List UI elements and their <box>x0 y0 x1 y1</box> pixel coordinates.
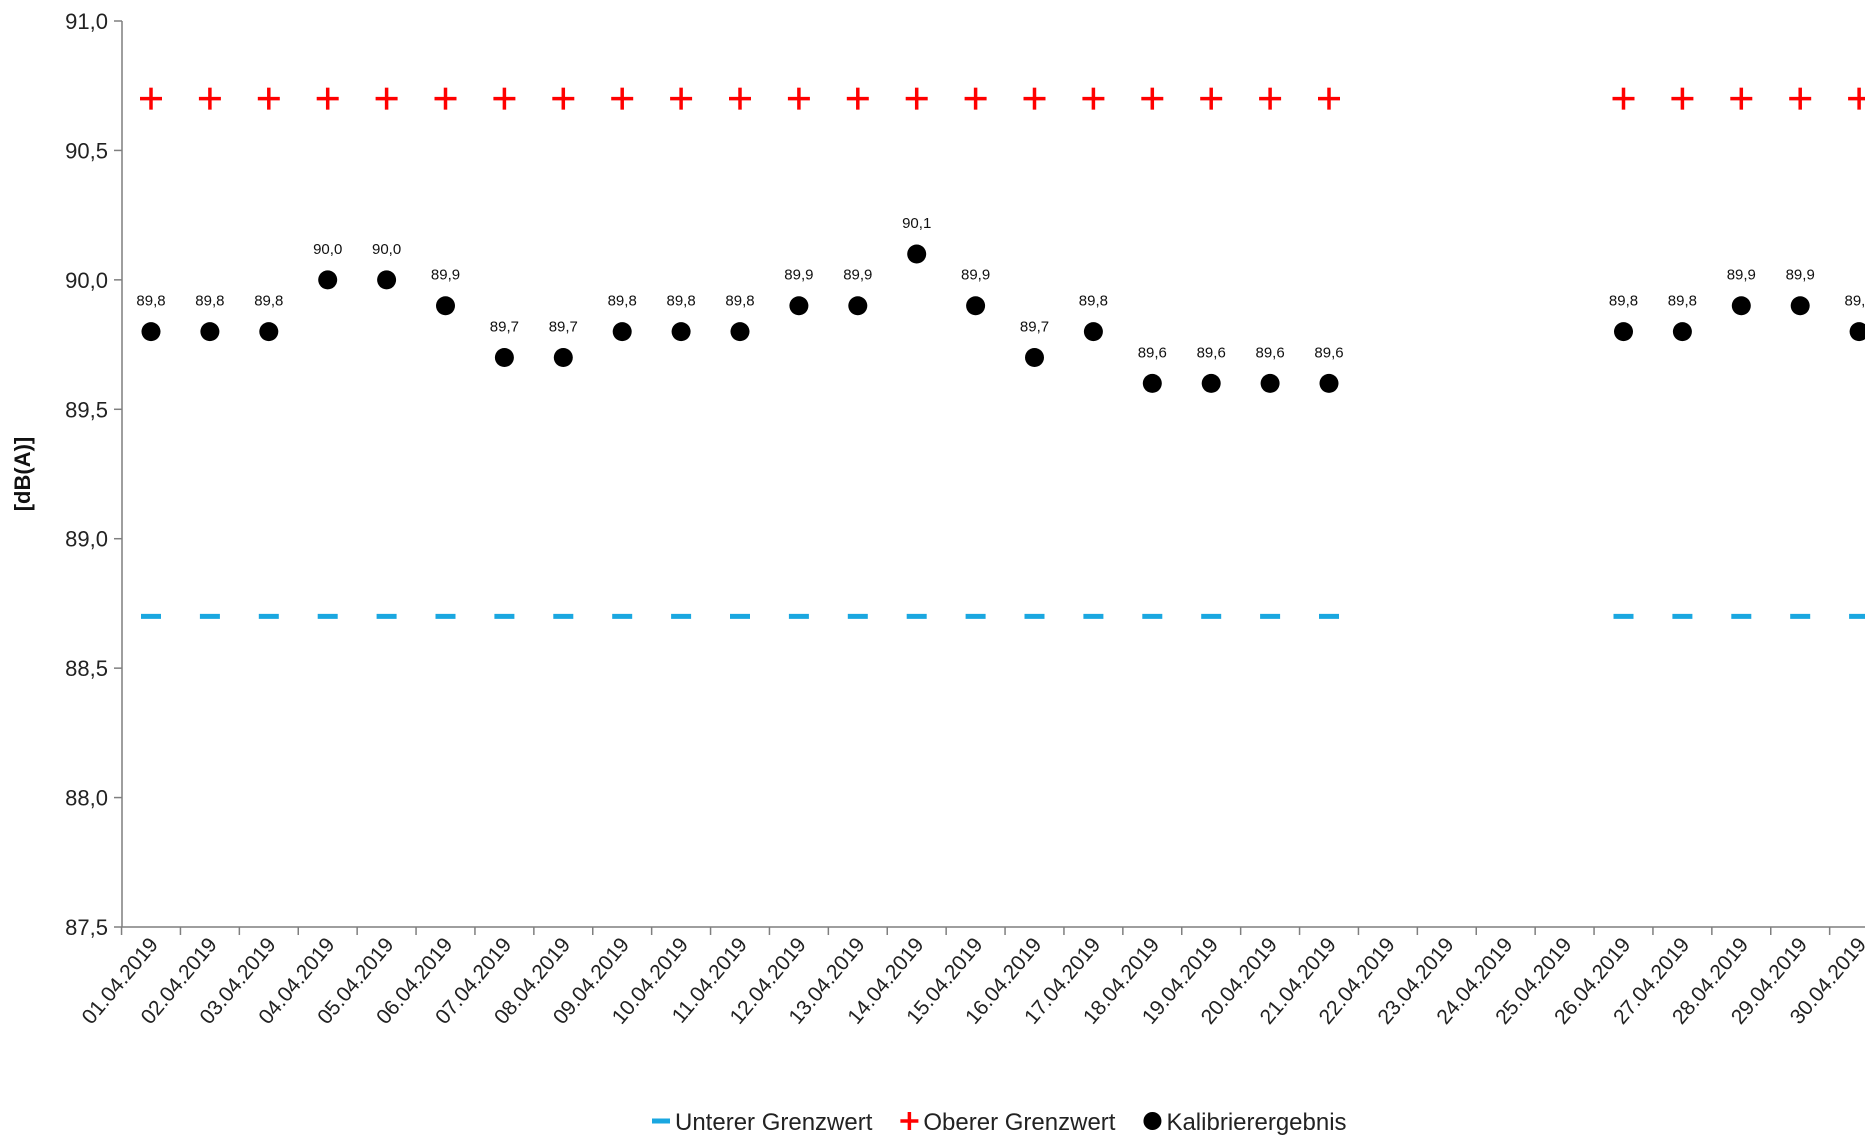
result-point <box>848 296 868 316</box>
result-point <box>1731 296 1751 316</box>
result-point <box>200 322 220 342</box>
upper-limit-marker <box>1318 87 1340 110</box>
result-data-label: 89,8 <box>725 293 754 310</box>
result-data-label: 89,9 <box>1786 267 1815 284</box>
result-data-label: 89,7 <box>1020 319 1049 336</box>
upper-limit-marker <box>611 87 634 110</box>
result-point <box>377 270 397 290</box>
result-point <box>612 322 632 342</box>
result-point <box>436 296 455 316</box>
upper-limit-marker <box>1082 87 1105 110</box>
result-point <box>1025 348 1044 368</box>
upper-limit-marker <box>1848 87 1865 110</box>
upper-limit-marker <box>198 87 221 110</box>
x-ticks: 01.04.201902.04.201903.04.201904.04.2019… <box>78 927 1865 1029</box>
result-point <box>1672 322 1692 342</box>
upper-limit-marker <box>140 87 162 110</box>
result-data-label: 89,9 <box>961 267 990 284</box>
legend-entry-label: Kalibrierergebnis <box>1166 1109 1346 1136</box>
result-data-label: 89,8 <box>1079 293 1108 310</box>
upper-limit-marker <box>552 87 575 110</box>
result-point <box>907 244 927 264</box>
y-axis-label: [dB(A)] <box>10 437 35 512</box>
legend-entry-label: Unterer Grenzwert <box>675 1109 873 1136</box>
upper-limit-marker <box>1141 87 1164 110</box>
upper-limit-marker <box>1612 87 1635 110</box>
result-data-label: 89,8 <box>1609 293 1638 310</box>
result-point <box>1260 373 1280 393</box>
y-tick-label: 88,5 <box>65 656 108 681</box>
result-point <box>1201 373 1221 393</box>
result-data-label: 89,6 <box>1255 344 1284 361</box>
upper-limit-marker <box>1200 87 1223 110</box>
upper-limit-marker <box>846 87 869 110</box>
result-point <box>318 270 338 290</box>
result-data-label: 89,9 <box>843 267 872 284</box>
y-tick-label: 88,0 <box>65 786 108 811</box>
upper-limit-marker <box>964 87 987 110</box>
result-data-label: 89,6 <box>1197 344 1226 361</box>
result-point <box>671 322 691 342</box>
result-point <box>1319 373 1339 393</box>
result-data-label: 89,6 <box>1314 344 1343 361</box>
result-data-label: 89,8 <box>254 293 283 310</box>
result-point <box>553 348 573 368</box>
result-data-label: 89,6 <box>1138 344 1167 361</box>
result-point <box>1142 373 1162 393</box>
result-data-label: 90,1 <box>902 215 931 232</box>
result-data-label: 89,9 <box>431 267 460 284</box>
y-ticks: 87,5 88,0 88,5 89,0 89,5 90,0 90,5 91,0 <box>65 9 122 940</box>
upper-limit-marker <box>493 87 516 110</box>
result-point <box>1083 322 1103 342</box>
y-tick-label: 87,5 <box>65 915 108 940</box>
result-point <box>789 296 809 316</box>
upper-limit-marker <box>1789 87 1812 110</box>
result-point <box>494 348 514 368</box>
y-tick-label: 90,5 <box>65 138 108 163</box>
upper-limit-marker <box>1023 87 1046 110</box>
result-point <box>259 322 279 342</box>
axes <box>121 21 1865 928</box>
legend-entry-label: Oberer Grenzwert <box>923 1109 1115 1136</box>
result-data-label: 89,8 <box>666 293 695 310</box>
upper-limit-marker <box>434 87 457 110</box>
y-tick-label: 89,5 <box>65 397 108 422</box>
result-point <box>730 322 750 342</box>
marks: 89,8 89,8 89,8 90,0 90,0 89,9 89,7 89,7 89,8 89,8… <box>136 87 1865 619</box>
upper-limit-marker <box>729 87 751 110</box>
result-point <box>1849 322 1865 342</box>
result-data-label: 89,7 <box>549 319 578 336</box>
y-tick-label: 91,0 <box>65 9 108 34</box>
upper-limit-marker <box>905 87 928 110</box>
y-tick-label: 89,0 <box>65 527 108 552</box>
upper-limit-marker <box>375 87 398 110</box>
upper-limit-marker <box>316 87 339 110</box>
result-data-label: 89,7 <box>490 319 519 336</box>
result-data-label: 90,0 <box>313 241 342 258</box>
legend-swatch-result <box>1143 1112 1162 1130</box>
result-data-label: 89,8 <box>1844 293 1865 310</box>
result-point <box>966 296 986 316</box>
upper-limit-marker <box>670 87 693 110</box>
result-data-label: 89,8 <box>608 293 637 310</box>
result-point <box>141 322 161 342</box>
y-tick-label: 90,0 <box>65 268 108 293</box>
result-point <box>1614 322 1633 342</box>
upper-limit-marker <box>1259 87 1282 110</box>
result-data-label: 90,0 <box>372 241 401 258</box>
upper-limit-marker <box>1671 87 1694 110</box>
result-data-label: 89,9 <box>784 267 813 284</box>
result-point <box>1790 296 1810 316</box>
result-data-label: 89,9 <box>1727 267 1756 284</box>
result-data-label: 89,8 <box>195 293 224 310</box>
upper-limit-marker <box>787 87 810 110</box>
upper-limit-marker <box>257 87 280 110</box>
legend: Unterer Grenzwert Oberer Grenzwert Kalibri… <box>652 1109 1347 1136</box>
result-data-label: 89,8 <box>1668 293 1697 310</box>
upper-limit-marker <box>1730 87 1753 110</box>
result-data-label: 89,8 <box>136 293 165 310</box>
